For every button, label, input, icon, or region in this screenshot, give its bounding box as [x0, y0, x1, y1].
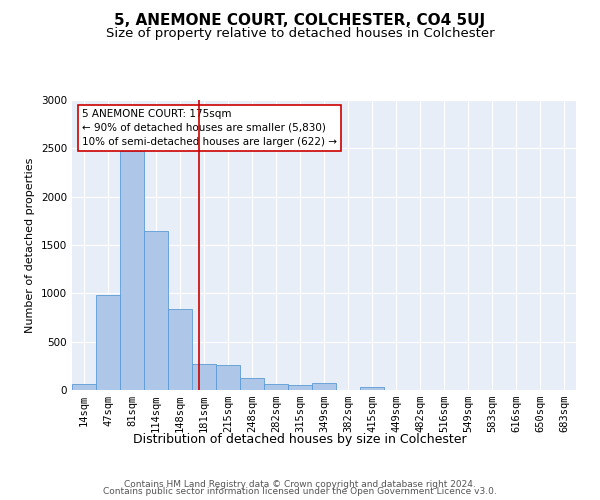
Bar — [312, 383, 336, 390]
Text: Size of property relative to detached houses in Colchester: Size of property relative to detached ho… — [106, 28, 494, 40]
Bar — [288, 385, 312, 390]
Bar — [72, 384, 96, 390]
Bar — [120, 151, 144, 390]
Y-axis label: Number of detached properties: Number of detached properties — [25, 158, 35, 332]
Bar — [240, 378, 264, 390]
Text: 5, ANEMONE COURT, COLCHESTER, CO4 5UJ: 5, ANEMONE COURT, COLCHESTER, CO4 5UJ — [115, 12, 485, 28]
Text: Distribution of detached houses by size in Colchester: Distribution of detached houses by size … — [133, 432, 467, 446]
Bar — [264, 384, 288, 390]
Bar — [144, 230, 168, 390]
Text: Contains HM Land Registry data © Crown copyright and database right 2024.: Contains HM Land Registry data © Crown c… — [124, 480, 476, 489]
Text: Contains public sector information licensed under the Open Government Licence v3: Contains public sector information licen… — [103, 488, 497, 496]
Bar — [216, 365, 240, 390]
Text: 5 ANEMONE COURT: 175sqm
← 90% of detached houses are smaller (5,830)
10% of semi: 5 ANEMONE COURT: 175sqm ← 90% of detache… — [82, 108, 337, 146]
Bar — [168, 309, 192, 390]
Bar — [96, 296, 120, 390]
Bar — [360, 387, 384, 390]
Bar — [192, 364, 216, 390]
